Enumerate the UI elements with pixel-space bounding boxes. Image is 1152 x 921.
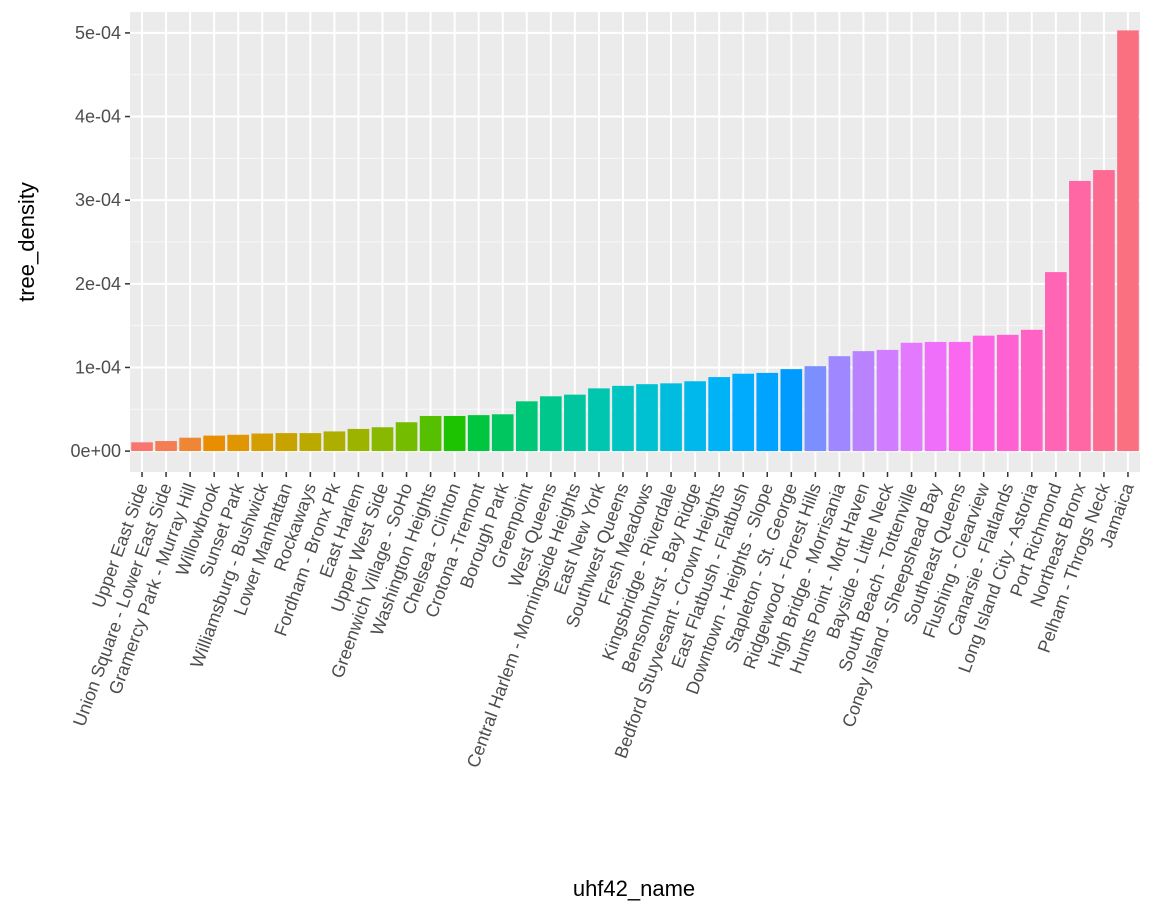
bar [804,366,827,452]
y-tick-label: 4e-04 [75,107,121,127]
bar [299,433,322,452]
bar [515,401,538,452]
y-tick-label: 0e+00 [70,441,121,461]
bar [756,372,779,452]
bar [876,349,899,452]
bar [708,377,730,452]
bar [948,341,971,452]
y-tick-label: 1e-04 [75,357,121,377]
bars [131,30,1139,452]
bar [179,437,201,452]
bar [636,384,658,452]
bar [203,435,225,452]
bar [564,394,586,452]
x-axis-title: uhf42_name [573,876,695,901]
bar [419,415,442,452]
bar [443,415,466,452]
bar [1045,272,1067,452]
bar [732,373,755,452]
bar [660,383,682,452]
bar [251,433,274,452]
bar [924,341,947,452]
bar [227,434,250,452]
bar [540,396,562,452]
y-axis-title: tree_density [14,182,39,302]
bar [467,415,490,452]
bar [1117,30,1139,452]
bar [491,414,514,452]
bar [275,433,298,452]
minor-gridlines [130,74,1140,410]
y-tick-label: 2e-04 [75,274,121,294]
bar [612,385,634,452]
bar [684,381,706,452]
bar [395,422,418,452]
bar [131,442,153,452]
bar [347,428,370,452]
bar [1093,170,1115,452]
bar [972,335,995,452]
y-tick-label: 3e-04 [75,190,121,210]
bar [1069,180,1091,452]
bar [852,351,875,452]
bar [155,441,177,452]
bar [780,369,803,452]
bar [1020,329,1043,452]
bar [996,334,1019,452]
bar [371,427,394,452]
bar [900,342,923,452]
bar [828,356,851,452]
y-tick-label: 5e-04 [75,23,121,43]
y-axis: 0e+00 1e-04 2e-04 3e-04 4e-04 5e-04 [70,23,130,461]
bar [588,388,610,452]
bar [323,431,346,452]
